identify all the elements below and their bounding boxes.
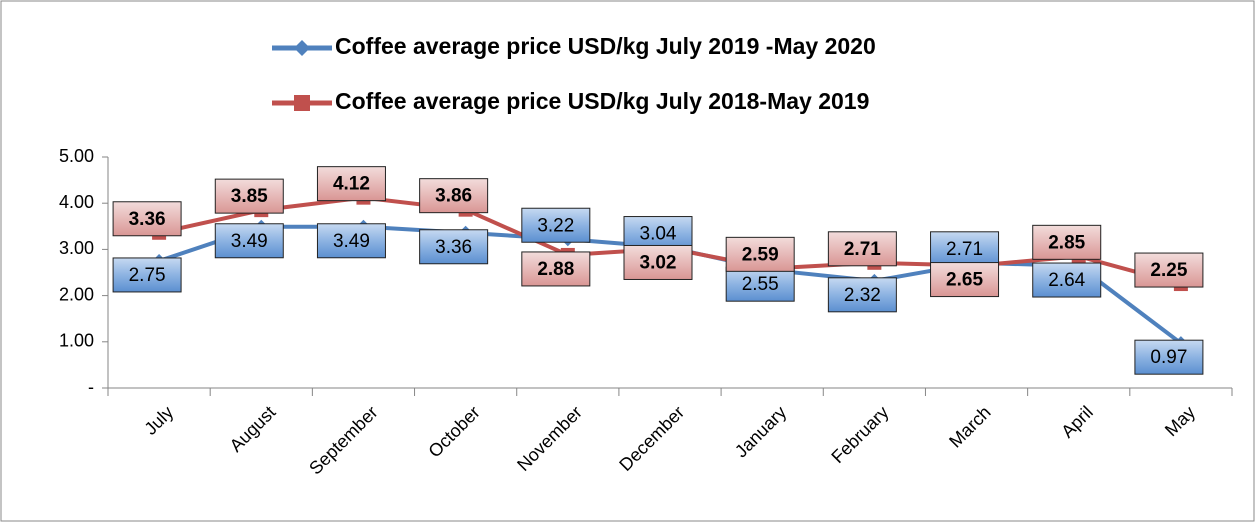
data-label: 3.04 [640,224,677,245]
label-box [930,231,1000,267]
data-label: 2.75 [129,265,166,286]
label-box [1134,252,1204,288]
data-label: 0.97 [1150,347,1187,368]
data-label: 2.65 [946,270,983,291]
label-box [725,236,795,272]
data-label: 3.49 [231,231,268,252]
y-tick-label: 3.00 [59,238,94,258]
legend-marker [294,95,310,111]
label-box [623,244,693,280]
label-box [214,223,284,259]
label-box [1134,339,1204,375]
label-box [1032,224,1102,260]
label-box [316,223,386,259]
data-label: 2.25 [1150,260,1187,281]
legend-label: Coffee average price USD/kg July 2019 -M… [335,33,876,59]
data-label: 4.12 [333,174,370,195]
y-tick-label: 4.00 [59,192,94,212]
label-box [112,201,182,237]
data-label: 2.32 [844,285,881,306]
label-box [112,257,182,293]
data-label: 3.22 [537,215,574,236]
data-label: 2.88 [537,259,574,280]
label-box [214,178,284,214]
data-label: 2.55 [742,274,779,295]
data-label: 2.64 [1048,270,1085,291]
y-tick-label: - [88,377,94,397]
label-box [419,178,489,214]
label-box [419,229,489,265]
data-label: 3.49 [333,231,370,252]
data-label: 2.85 [1048,232,1085,253]
label-box [930,262,1000,298]
data-label: 2.71 [844,239,881,260]
data-label: 3.36 [129,209,166,230]
label-box [827,231,897,267]
data-label: 3.86 [435,186,472,207]
legend-marker [294,40,310,56]
y-tick-label: 5.00 [59,146,94,166]
y-tick-label: 1.00 [59,331,94,351]
label-box [827,277,897,313]
data-label: 3.02 [640,252,677,273]
data-label: 2.59 [742,244,779,265]
label-box [1032,262,1102,298]
legend-label: Coffee average price USD/kg July 2018-Ma… [335,88,869,114]
data-label: 3.85 [231,186,268,207]
y-tick-label: 2.00 [59,284,94,304]
data-label: 2.71 [946,239,983,260]
label-box [521,207,591,243]
label-box [316,166,386,202]
data-label: 3.36 [435,237,472,258]
label-box [521,251,591,287]
label-box [725,266,795,302]
